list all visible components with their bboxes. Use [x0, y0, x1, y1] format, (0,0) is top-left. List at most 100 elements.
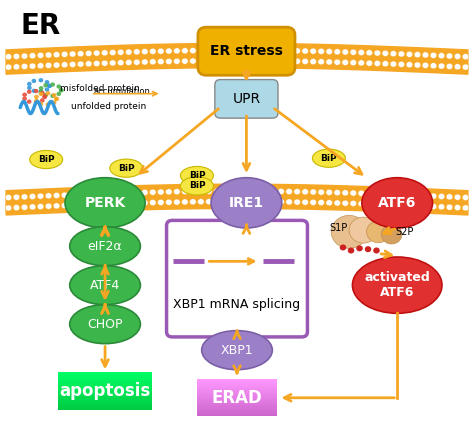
Circle shape — [157, 58, 164, 65]
Bar — [58, 380, 152, 382]
Circle shape — [302, 48, 309, 54]
Circle shape — [406, 192, 413, 198]
Circle shape — [37, 204, 44, 210]
Circle shape — [206, 199, 212, 204]
Circle shape — [77, 191, 84, 198]
Circle shape — [37, 193, 44, 199]
Text: PERK: PERK — [84, 196, 126, 210]
Circle shape — [310, 189, 317, 195]
Text: ATF4: ATF4 — [90, 279, 120, 292]
Circle shape — [38, 89, 43, 94]
Circle shape — [358, 201, 365, 207]
Circle shape — [446, 194, 453, 200]
Circle shape — [157, 48, 164, 54]
Circle shape — [40, 91, 45, 95]
Circle shape — [222, 48, 228, 53]
Text: BiP: BiP — [320, 154, 337, 163]
Circle shape — [230, 58, 237, 64]
Circle shape — [286, 58, 292, 64]
Circle shape — [126, 200, 132, 206]
Circle shape — [165, 48, 172, 54]
Bar — [58, 396, 152, 398]
Circle shape — [430, 204, 437, 210]
Circle shape — [214, 58, 220, 64]
Circle shape — [422, 193, 429, 199]
Circle shape — [47, 84, 52, 88]
Circle shape — [77, 51, 84, 57]
Circle shape — [93, 191, 100, 197]
Circle shape — [398, 192, 405, 198]
Circle shape — [366, 221, 390, 243]
Circle shape — [85, 61, 92, 67]
Circle shape — [43, 83, 48, 87]
Bar — [58, 382, 152, 384]
Circle shape — [430, 52, 437, 58]
Bar — [58, 408, 152, 410]
Circle shape — [222, 188, 228, 194]
Circle shape — [262, 48, 268, 54]
Circle shape — [45, 80, 49, 84]
Circle shape — [334, 59, 340, 65]
Bar — [58, 376, 152, 378]
Bar — [58, 392, 152, 394]
Circle shape — [334, 190, 340, 196]
Circle shape — [85, 51, 92, 56]
Circle shape — [27, 85, 32, 90]
Circle shape — [326, 200, 333, 206]
Bar — [197, 405, 277, 406]
Bar — [58, 381, 152, 383]
Circle shape — [414, 203, 421, 209]
Bar — [197, 411, 277, 412]
Circle shape — [109, 190, 116, 196]
Circle shape — [37, 63, 44, 69]
Bar — [58, 390, 152, 391]
Circle shape — [198, 58, 204, 64]
Circle shape — [334, 200, 340, 206]
Circle shape — [27, 89, 32, 94]
Circle shape — [454, 53, 461, 59]
Circle shape — [59, 88, 64, 92]
Circle shape — [101, 50, 108, 56]
Circle shape — [69, 192, 76, 198]
Circle shape — [342, 190, 348, 196]
Circle shape — [390, 202, 397, 208]
Circle shape — [430, 193, 437, 199]
Circle shape — [438, 204, 445, 210]
Circle shape — [334, 49, 340, 55]
Circle shape — [286, 188, 292, 194]
Circle shape — [366, 60, 373, 66]
Bar — [58, 395, 152, 396]
Circle shape — [29, 204, 36, 210]
Bar — [197, 412, 277, 414]
Circle shape — [45, 87, 49, 92]
Bar — [197, 410, 277, 411]
Circle shape — [134, 59, 140, 65]
Bar — [58, 385, 152, 386]
Bar — [58, 397, 152, 399]
Text: eIF2α: eIF2α — [88, 240, 122, 252]
Circle shape — [278, 58, 284, 64]
Circle shape — [42, 95, 47, 99]
Text: IRE1: IRE1 — [229, 196, 264, 210]
Circle shape — [222, 198, 228, 204]
Circle shape — [165, 199, 172, 205]
Circle shape — [38, 78, 43, 82]
Circle shape — [85, 201, 92, 208]
Circle shape — [5, 54, 12, 60]
Bar — [58, 391, 152, 392]
Circle shape — [29, 194, 36, 200]
Circle shape — [356, 245, 363, 252]
Circle shape — [21, 64, 28, 69]
Circle shape — [149, 189, 156, 195]
Circle shape — [262, 188, 268, 194]
Circle shape — [61, 202, 68, 208]
Ellipse shape — [181, 177, 213, 195]
Circle shape — [93, 201, 100, 208]
Text: apoptosis: apoptosis — [59, 382, 151, 400]
Circle shape — [13, 204, 20, 211]
Circle shape — [45, 52, 52, 58]
Circle shape — [349, 217, 377, 243]
Ellipse shape — [201, 330, 273, 370]
Bar — [58, 386, 152, 388]
Text: ER stress: ER stress — [210, 44, 283, 58]
